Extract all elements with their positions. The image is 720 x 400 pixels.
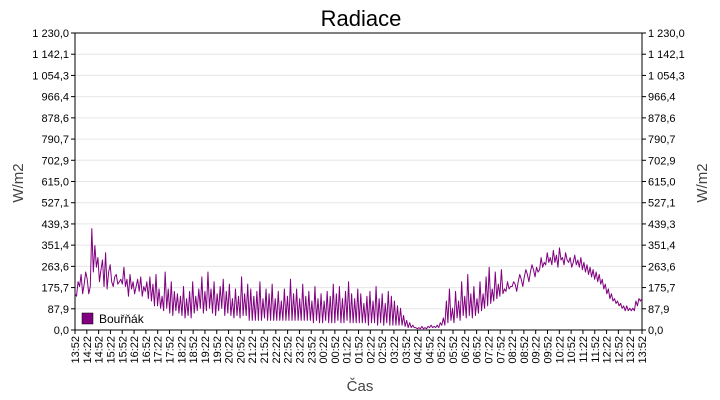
y-tick-label: 175,7: [41, 283, 69, 295]
y-tick-label: 1 230,0: [32, 28, 69, 40]
y-tick-label: 1 054,3: [648, 70, 685, 82]
y-tick-label: 878,6: [41, 113, 69, 125]
x-tick-label: 04:52: [424, 336, 436, 364]
x-tick-label: 01:22: [342, 336, 354, 364]
y-tick-label: 790,7: [41, 134, 69, 146]
y-tick-label: 175,7: [648, 283, 676, 295]
x-tick-label: 08:52: [519, 336, 531, 364]
series-line: [74, 228, 643, 330]
y-tick-label: 1 230,0: [648, 28, 685, 40]
y-tick-label: 615,0: [41, 177, 69, 189]
y-axis-left: 0,0 87,9 175,7 263,6 351,4 439,3 527,1 615,0 702…: [32, 28, 75, 337]
series-layer: [74, 228, 643, 330]
legend-swatch: [81, 312, 94, 325]
x-tick-label: 15:22: [105, 336, 117, 364]
x-tick-label: 22:52: [283, 336, 295, 364]
y-tick-label: 1 054,3: [32, 70, 69, 82]
x-tick-label: 12:22: [602, 336, 614, 364]
y-tick-label: 263,6: [41, 261, 69, 273]
y-tick-label: 0,0: [54, 325, 69, 337]
y-tick-label: 87,9: [648, 304, 669, 316]
x-tick-label: 14:52: [94, 336, 106, 364]
x-tick-label: 18:22: [176, 336, 188, 364]
x-axis-label: Čas: [347, 378, 374, 395]
x-tick-label: 02:22: [365, 336, 377, 364]
y-tick-label: 527,1: [648, 198, 676, 210]
x-tick-label: 18:52: [188, 336, 200, 364]
x-tick-label: 06:52: [472, 336, 484, 364]
x-tick-label: 13:52: [637, 336, 649, 364]
y-tick-label: 351,4: [648, 240, 676, 252]
y-tick-label: 351,4: [41, 240, 69, 252]
x-tick-label: 10:22: [554, 336, 566, 364]
y-axis-label-left: W/m2: [10, 163, 27, 202]
legend-label: Bouřňák: [99, 312, 145, 326]
y-tick-label: 966,4: [648, 92, 676, 104]
y-tick-label: 702,9: [648, 155, 676, 167]
x-tick-label: 13:52: [70, 336, 82, 364]
x-tick-label: 02:52: [377, 336, 389, 364]
x-tick-label: 23:22: [294, 336, 306, 364]
y-tick-label: 527,1: [41, 198, 69, 210]
x-tick-label: 09:52: [543, 336, 555, 364]
x-tick-label: 20:52: [235, 336, 247, 364]
legend: Bouřňák: [81, 312, 145, 326]
y-tick-label: 1 142,1: [32, 49, 69, 61]
y-tick-label: 790,7: [648, 134, 676, 146]
x-tick-label: 07:52: [495, 336, 507, 364]
x-tick-label: 15:52: [117, 336, 129, 364]
x-tick-label: 06:22: [460, 336, 472, 364]
y-axis-label-right: W/m2: [694, 163, 711, 202]
x-tick-label: 13:22: [625, 336, 637, 364]
x-tick-label: 03:22: [389, 336, 401, 364]
y-tick-label: 0,0: [648, 325, 663, 337]
x-tick-label: 01:52: [354, 336, 366, 364]
x-tick-label: 17:52: [165, 336, 177, 364]
x-tick-label: 22:22: [271, 336, 283, 364]
x-tick-label: 11:22: [578, 336, 590, 363]
x-tick-label: 03:52: [401, 336, 413, 364]
chart-title: Radiace: [321, 6, 402, 31]
x-axis: 13:52 14:22 14:52 15:22 15:52 16:22 16:52 17:22…: [70, 330, 649, 364]
x-tick-label: 12:52: [613, 336, 625, 364]
x-tick-label: 14:22: [82, 336, 94, 364]
x-tick-label: 19:52: [212, 336, 224, 364]
x-tick-label: 16:22: [129, 336, 141, 364]
y-tick-label: 439,3: [41, 219, 69, 231]
x-tick-label: 05:22: [436, 336, 448, 364]
y-tick-label: 263,6: [648, 261, 676, 273]
y-tick-label: 87,9: [48, 304, 69, 316]
grid-lines: [75, 53, 642, 310]
x-tick-label: 17:22: [153, 336, 165, 364]
x-tick-label: 20:22: [224, 336, 236, 364]
x-tick-label: 08:22: [507, 336, 519, 364]
y-tick-label: 966,4: [41, 92, 69, 104]
x-tick-label: 09:22: [531, 336, 543, 364]
x-tick-label: 00:52: [330, 336, 342, 364]
x-tick-label: 05:52: [448, 336, 460, 364]
x-tick-label: 10:52: [566, 336, 578, 364]
x-tick-label: 00:22: [318, 336, 330, 364]
y-tick-label: 878,6: [648, 113, 676, 125]
x-tick-label: 07:22: [483, 336, 495, 364]
y-tick-label: 615,0: [648, 177, 676, 189]
x-tick-label: 04:22: [413, 336, 425, 364]
x-tick-label: 21:22: [247, 336, 259, 364]
x-tick-label: 19:22: [200, 336, 212, 364]
x-tick-label: 16:52: [141, 336, 153, 364]
x-tick-label: 23:52: [306, 336, 318, 364]
x-tick-label: 11:52: [590, 336, 602, 363]
y-axis-right: 0,0 87,9 175,7 263,6 351,4 439,3 527,1 615,0 702…: [642, 28, 685, 337]
y-tick-label: 702,9: [41, 155, 69, 167]
x-tick-label: 21:52: [259, 336, 271, 364]
y-tick-label: 439,3: [648, 219, 676, 231]
y-tick-label: 1 142,1: [648, 49, 685, 61]
